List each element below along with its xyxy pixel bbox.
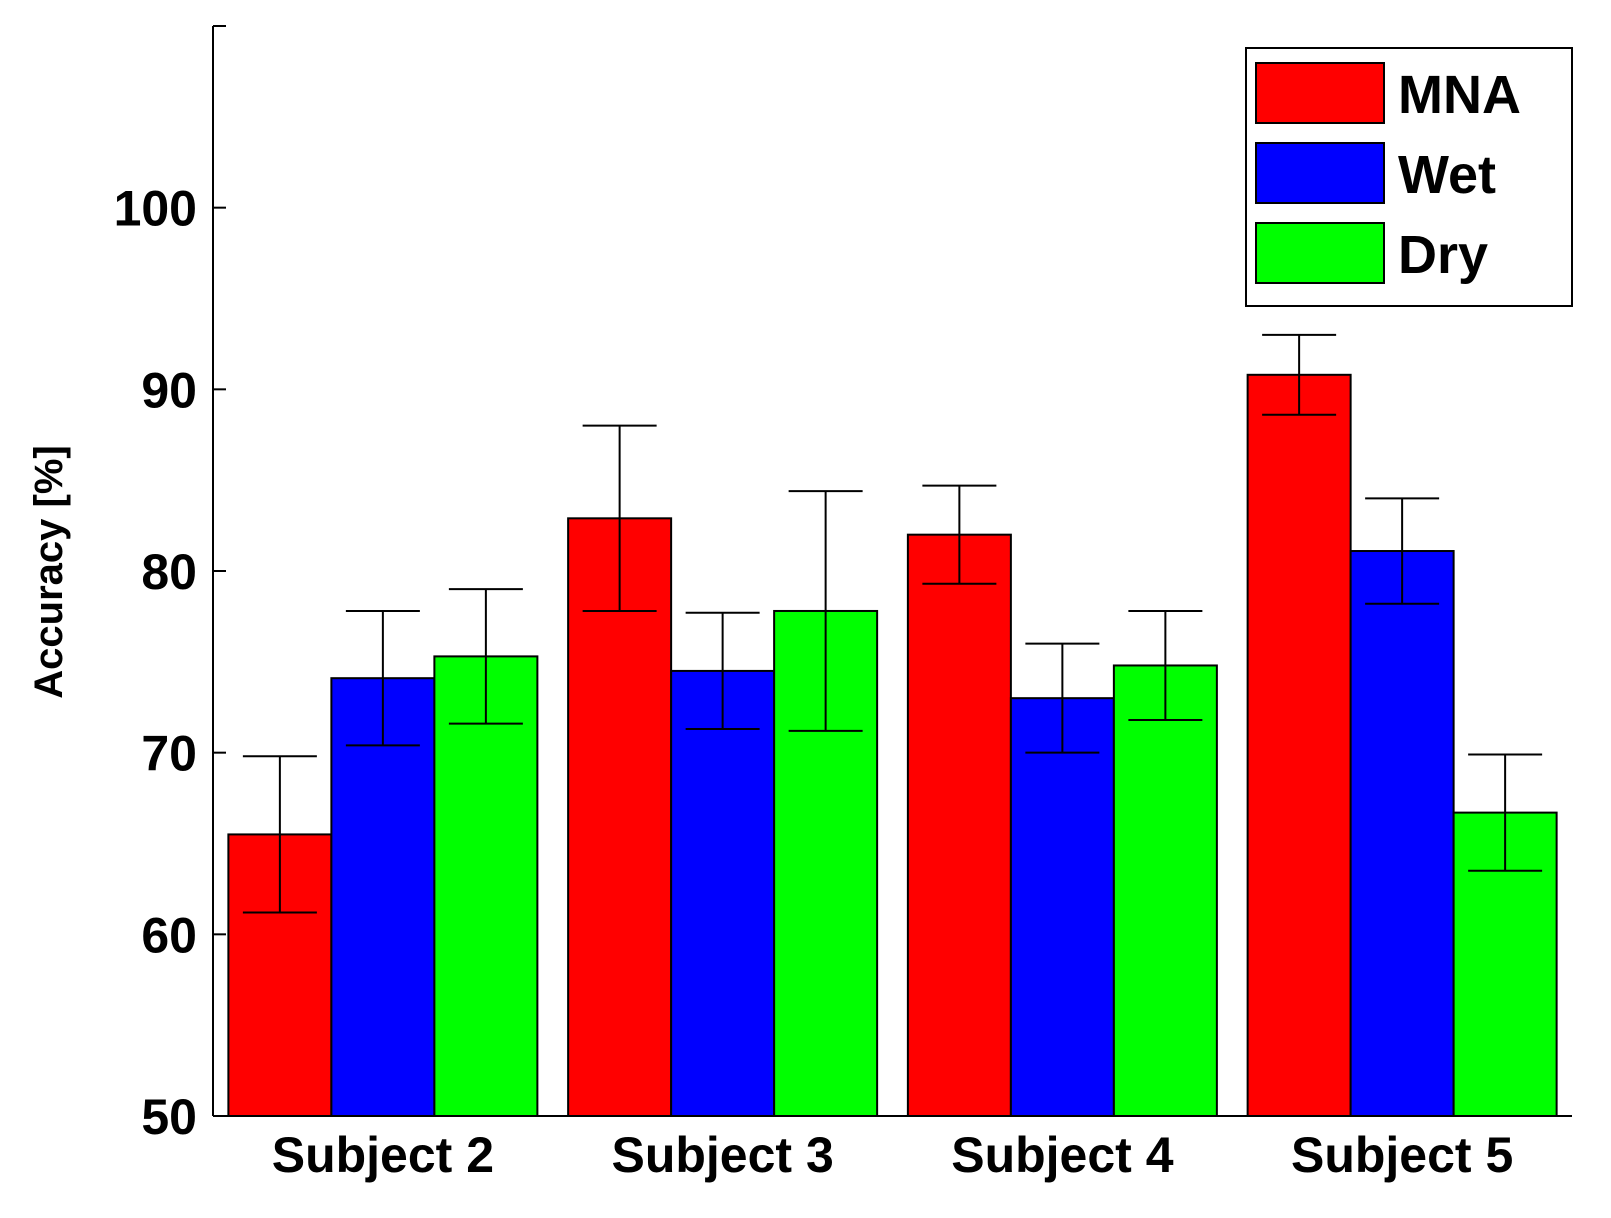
y-tick-label: 80 (141, 544, 197, 600)
bar-mna-3 (906, 533, 1012, 1117)
error-bars (242, 333, 1543, 914)
y-tick-label: 50 (141, 1089, 197, 1145)
bar-dry-1 (433, 655, 539, 1118)
y-tick-label: 90 (141, 362, 197, 418)
legend-swatch-dry (1255, 222, 1385, 284)
legend-label-wet: Wet (1398, 145, 1496, 205)
y-ticks: 50 60 70 80 90 100 (114, 25, 226, 1145)
x-tick-label: Subject 3 (611, 1127, 833, 1183)
legend: MNA Wet Dry (1245, 47, 1573, 307)
x-tick-label: Subject 2 (272, 1127, 494, 1183)
bar-wet-4 (1349, 550, 1455, 1117)
x-tick-label: Subject 5 (1291, 1127, 1513, 1183)
legend-swatch-mna (1255, 62, 1385, 124)
y-axis-title: Accuracy [%] (27, 445, 71, 698)
legend-label-mna: MNA (1398, 65, 1521, 125)
legend-swatch-wet (1255, 142, 1385, 204)
bar-wet-2 (670, 669, 776, 1118)
legend-label-dry: Dry (1398, 225, 1488, 285)
bars (227, 373, 1558, 1118)
bar-wet-3 (1009, 697, 1115, 1118)
bar-mna-4 (1246, 373, 1352, 1117)
x-tick-label: Subject 4 (951, 1127, 1173, 1183)
bar-dry-3 (1112, 664, 1218, 1117)
y-tick-label: 60 (141, 907, 197, 963)
y-tick-label: 70 (141, 726, 197, 782)
y-tick-label: 100 (114, 181, 197, 237)
x-tick-labels: Subject 2 Subject 3 Subject 4 Subject 5 (272, 1127, 1514, 1183)
